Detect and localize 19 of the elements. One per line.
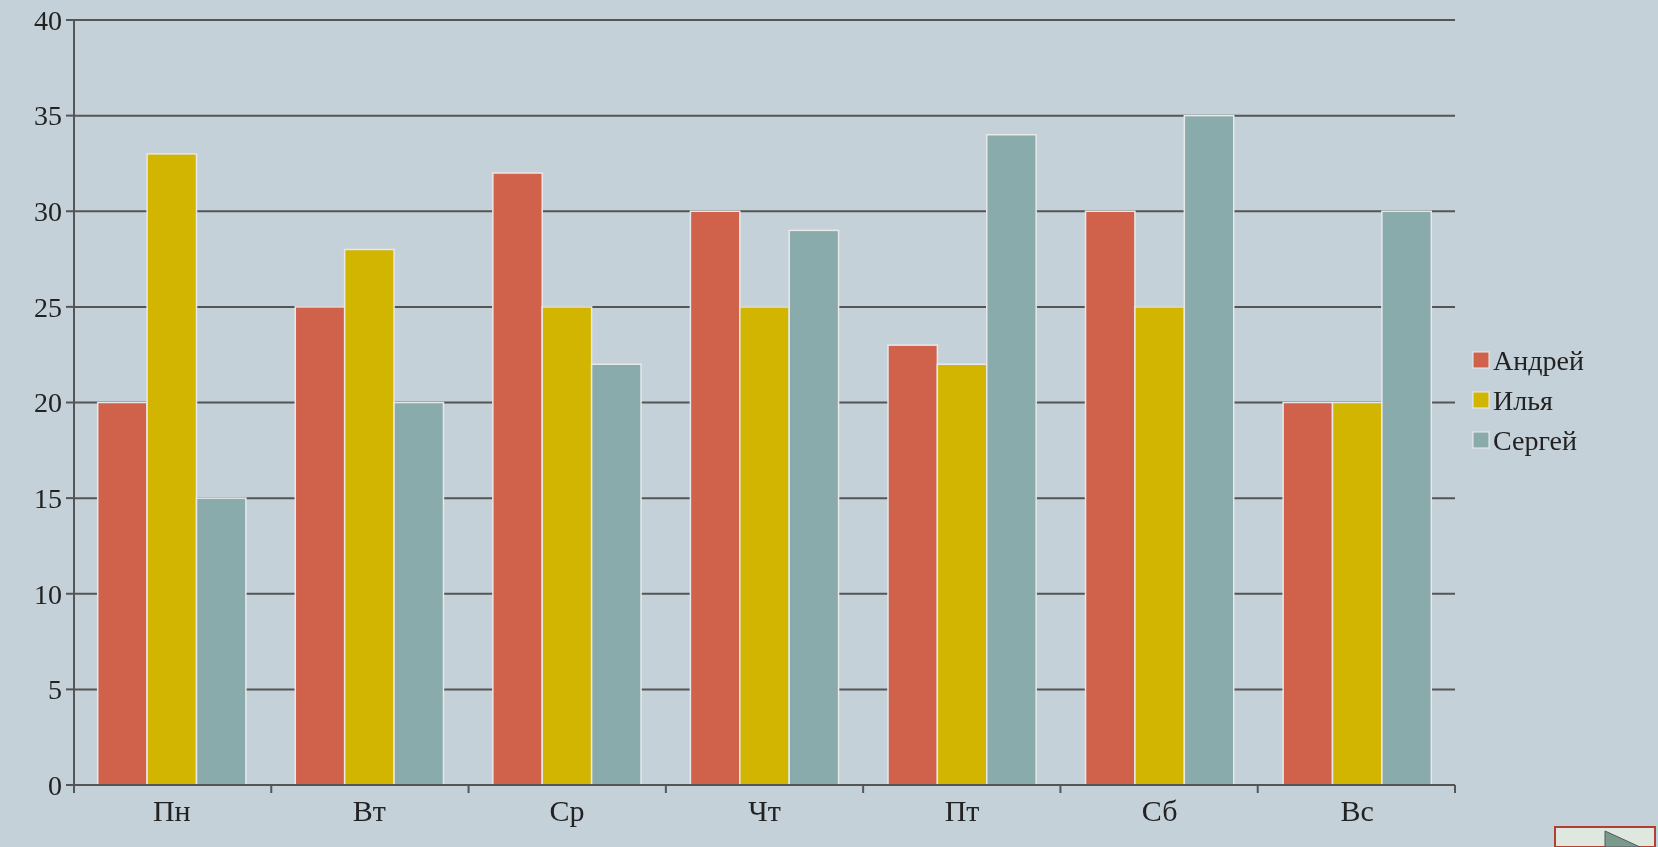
y-tick-label: 5 bbox=[48, 674, 62, 706]
y-tick-label: 15 bbox=[34, 482, 62, 514]
y-tick-label: 25 bbox=[34, 291, 62, 323]
y-tick-label: 35 bbox=[34, 100, 62, 132]
x-tick-label: Ср bbox=[549, 794, 585, 827]
y-tick-label: 40 bbox=[34, 4, 62, 36]
x-tick-label: Чт bbox=[748, 794, 781, 827]
y-tick-label: 30 bbox=[34, 196, 62, 228]
x-tick-label: Сб bbox=[1141, 794, 1178, 827]
x-tick-label: Пт bbox=[944, 794, 980, 827]
y-tick-label: 20 bbox=[34, 387, 62, 419]
y-tick-label: 10 bbox=[34, 578, 62, 610]
legend-label: Андрей bbox=[1493, 344, 1584, 376]
legend-label: Илья bbox=[1493, 384, 1553, 416]
legend-label: Сергей bbox=[1493, 424, 1577, 456]
x-tick-label: Вт bbox=[352, 794, 386, 827]
x-tick-label: Вс bbox=[1340, 794, 1374, 827]
x-tick-label: Пн bbox=[152, 794, 191, 827]
y-tick-label: 0 bbox=[48, 769, 62, 801]
